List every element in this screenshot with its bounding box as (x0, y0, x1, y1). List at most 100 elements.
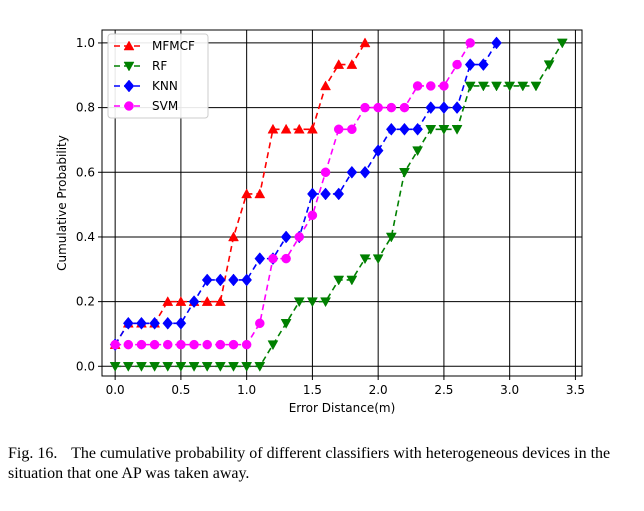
data-point-rf (280, 319, 292, 329)
data-point-rf (543, 60, 555, 71)
data-point-rf (556, 38, 568, 49)
legend-label-mfmcf: MFMCF (152, 39, 195, 53)
data-point-mfmcf (162, 296, 174, 306)
figure-label: Fig. 16. (8, 445, 58, 462)
data-point-knn (215, 273, 226, 287)
data-point-knn (346, 165, 358, 179)
legend-label-svm: SVM (152, 99, 178, 113)
figure-caption: Fig. 16. The cumulative probability of d… (8, 444, 638, 484)
legend-marker-svm (124, 101, 134, 111)
x-tick-label: 1.0 (237, 383, 256, 397)
data-point-svm (176, 339, 186, 350)
data-point-svm (215, 339, 226, 350)
data-point-svm (386, 102, 397, 113)
data-point-rf (293, 297, 305, 308)
x-tick-label: 3.0 (500, 383, 519, 397)
data-point-knn (464, 58, 476, 71)
data-point-knn (359, 165, 371, 179)
data-point-rf (464, 81, 476, 92)
data-point-rf (530, 81, 542, 92)
data-point-svm (412, 81, 423, 91)
data-point-knn (425, 101, 437, 114)
data-point-rf (188, 362, 200, 372)
data-point-rf (504, 81, 516, 92)
legend-marker-rf (123, 61, 135, 72)
data-point-rf (346, 275, 358, 286)
y-tick-label: 0.2 (76, 295, 95, 309)
data-point-rf (109, 362, 121, 372)
series-layer (109, 36, 568, 372)
legend-label-knn: KNN (152, 79, 178, 93)
data-point-knn (201, 273, 213, 287)
plot-frame (101, 29, 583, 377)
legend-entry-knn: KNN (114, 79, 178, 93)
data-point-rf (162, 362, 174, 372)
data-point-svm (110, 339, 120, 350)
data-point-svm (255, 318, 265, 329)
data-point-svm (399, 102, 410, 113)
y-tick-label: 0.0 (76, 359, 95, 373)
data-point-svm (320, 167, 331, 178)
data-point-rf (228, 362, 239, 372)
data-point-rf (241, 362, 253, 372)
data-point-knn (438, 101, 450, 114)
legend-label-rf: RF (152, 59, 167, 73)
series-knn (109, 36, 502, 352)
data-point-knn (175, 316, 187, 330)
data-point-rf (412, 146, 424, 157)
data-point-rf (201, 362, 213, 372)
data-point-mfmcf (241, 188, 253, 199)
data-point-knn (372, 144, 384, 158)
data-point-svm (189, 339, 199, 350)
data-point-knn (122, 316, 134, 330)
data-point-rf (254, 362, 266, 372)
data-point-svm (241, 339, 252, 350)
legend-marker-knn (123, 79, 135, 93)
legend-marker-mfmcf (123, 40, 135, 51)
legend-entry-rf: RF (114, 59, 167, 73)
x-tick-label: 3.5 (566, 383, 585, 397)
data-point-svm (294, 232, 305, 242)
data-point-mfmcf (346, 59, 358, 69)
y-tick-label: 1.0 (76, 36, 95, 50)
y-axis-label: Cumulative Probability (55, 135, 69, 271)
data-point-knn (188, 295, 200, 309)
y-tick-label: 0.6 (76, 165, 95, 179)
data-point-mfmcf (320, 80, 331, 91)
data-point-svm (347, 124, 357, 135)
data-point-svm (202, 339, 212, 350)
series-rf (109, 38, 568, 372)
data-point-mfmcf (267, 123, 279, 134)
data-point-rf (175, 362, 187, 372)
legend-entry-mfmcf: MFMCF (114, 39, 195, 53)
data-point-svm (465, 38, 475, 48)
data-point-knn (399, 122, 410, 136)
data-point-rf (267, 340, 279, 351)
data-point-rf (451, 125, 463, 135)
data-point-svm (228, 339, 239, 350)
data-point-rf (438, 125, 450, 135)
data-point-knn (241, 273, 252, 287)
data-point-rf (385, 232, 397, 243)
data-point-rf (214, 362, 226, 372)
series-svm (110, 38, 475, 350)
caption-text: The cumulative probability of different … (8, 445, 611, 482)
data-point-svm (426, 81, 436, 91)
data-point-rf (333, 275, 345, 286)
x-tick-label: 1.5 (303, 383, 322, 397)
data-point-rf (477, 81, 489, 92)
x-tick-label: 0.0 (106, 383, 125, 397)
data-point-svm (307, 210, 318, 221)
data-point-rf (136, 362, 147, 372)
data-point-svm (360, 102, 370, 113)
x-tick-label: 0.5 (171, 383, 190, 397)
data-point-svm (439, 81, 449, 91)
x-tick-label: 2.5 (434, 383, 453, 397)
data-point-rf (425, 125, 437, 135)
data-point-svm (136, 339, 147, 350)
data-point-svm (281, 253, 291, 264)
data-point-knn (320, 187, 331, 201)
data-point-svm (333, 124, 344, 135)
data-point-knn (491, 36, 502, 50)
data-point-knn (307, 187, 318, 201)
